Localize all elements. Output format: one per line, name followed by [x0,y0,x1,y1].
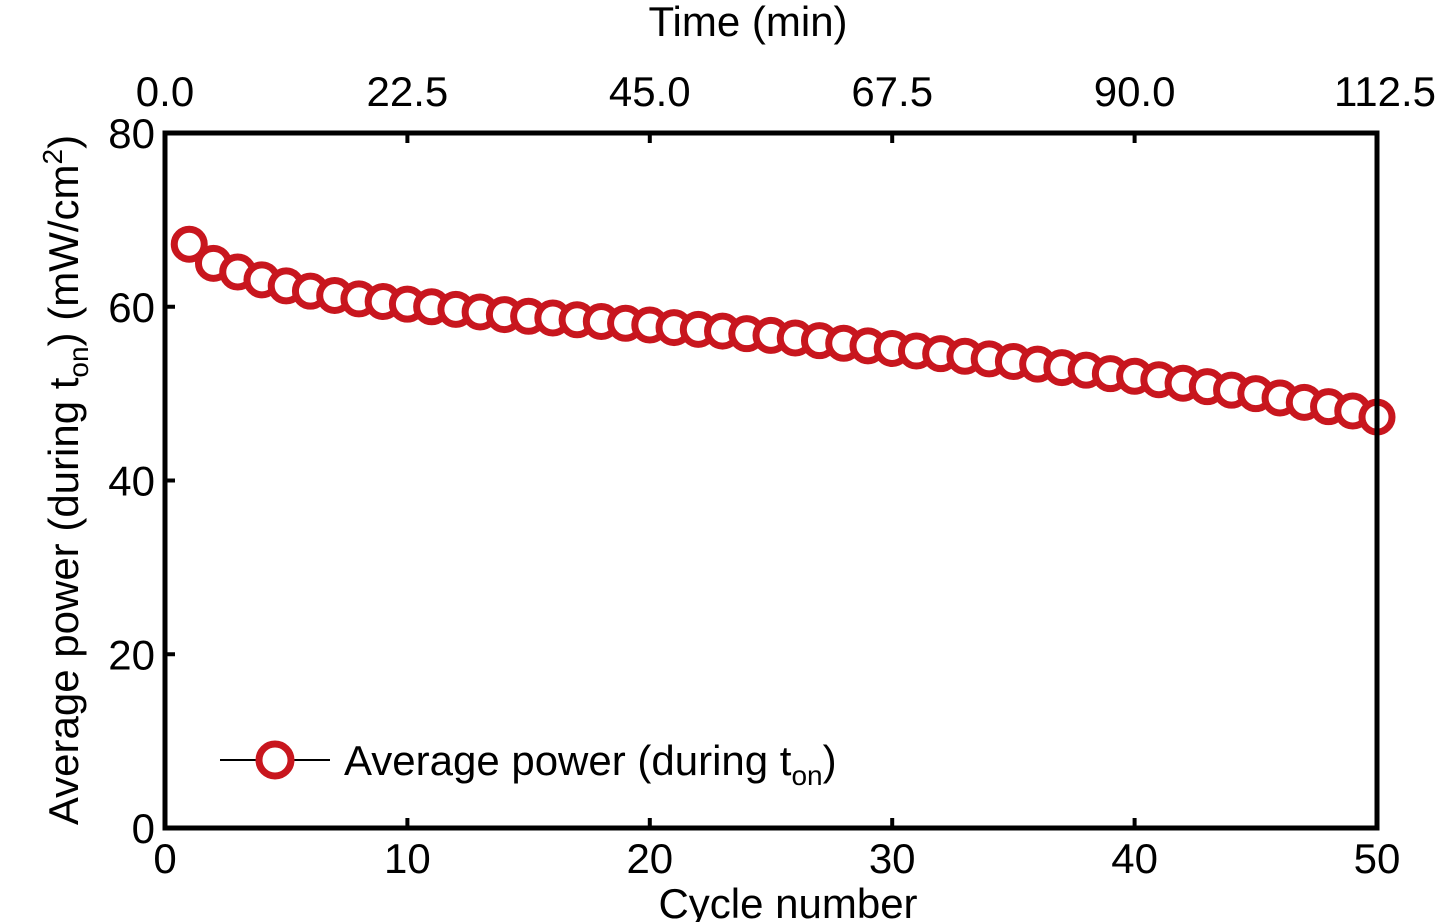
legend-label-end: ) [823,737,837,784]
data-series-average-power [170,225,1396,436]
data-point [170,225,208,263]
y-axis-ticks: 0 20 40 60 80 [108,110,175,852]
x-tick-label: 50 [1354,835,1401,882]
x-tick-label: 20 [626,835,673,882]
top-x-tick-label: 0.0 [136,68,194,115]
y-tick-label: 0 [132,805,155,852]
legend-label-main: Average power (during t [344,737,792,784]
y-axis-title-main: Average power (during t [40,377,87,825]
top-x-axis-ticks: 0.0 22.5 45.0 67.5 90.0 112.5 [136,68,1436,143]
y-tick-label: 20 [108,631,155,678]
y-axis-title-units: ) (mW/cm [40,165,87,347]
y-axis-title-end: ) [40,135,87,149]
top-x-tick-label: 45.0 [609,68,691,115]
x-tick-label: 10 [384,835,431,882]
legend-marker [255,740,295,780]
x-tick-label: 40 [1111,835,1158,882]
y-axis-title: Average power (during ton) (mW/cm2) [37,135,94,825]
top-x-tick-label: 112.5 [1334,68,1436,115]
plot-frame [162,130,1380,831]
x-tick-label: 30 [869,835,916,882]
top-x-axis-title: Time (min) [648,0,847,45]
x-axis-title: Cycle number [658,880,917,922]
x-axis-ticks: 0 10 20 30 40 50 [153,818,1400,882]
x-tick-label: 0 [153,835,176,882]
y-axis-title-superscript: 2 [37,149,68,165]
y-tick-label: 80 [108,110,155,157]
legend-label-subscript: on [791,760,822,791]
legend-label: Average power (during ton) [344,737,837,791]
top-x-tick-label: 90.0 [1094,68,1176,115]
legend: Average power (during ton) [220,737,837,791]
top-x-tick-label: 67.5 [851,68,933,115]
y-tick-label: 40 [108,458,155,505]
y-tick-label: 60 [108,284,155,331]
y-axis-title-subscript: on [63,346,94,377]
top-x-tick-label: 22.5 [367,68,449,115]
